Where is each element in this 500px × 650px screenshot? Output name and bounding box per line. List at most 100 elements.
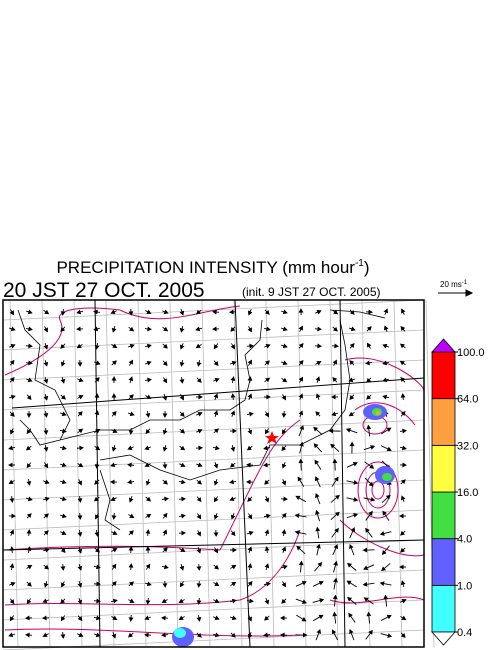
arrow-head <box>264 529 270 535</box>
wind-arrow <box>280 615 288 621</box>
arrow-head <box>10 326 16 332</box>
arrow-head <box>9 616 15 622</box>
wind-arrow <box>43 462 49 469</box>
arrow-head <box>127 632 133 638</box>
arrow-head <box>129 326 135 332</box>
arrow-head <box>146 360 152 366</box>
arrow-head <box>281 395 286 401</box>
arrow-head <box>213 514 219 520</box>
arrow-head <box>144 462 150 467</box>
wind-arrow <box>345 428 358 434</box>
wind-arrow <box>43 564 50 570</box>
wind-arrow <box>179 564 185 571</box>
arrow-head <box>198 445 203 451</box>
wind-arrow <box>281 326 288 332</box>
arrow-head <box>9 563 15 568</box>
wind-arrow <box>179 343 185 350</box>
wind-arrow <box>330 494 340 503</box>
arrow-head <box>212 309 217 315</box>
wind-arrow <box>26 462 32 469</box>
arrow-head <box>213 463 219 469</box>
wind-arrow <box>144 632 152 638</box>
arrow-head <box>60 378 66 384</box>
arrow-head <box>61 496 67 502</box>
wind-arrow <box>94 393 100 401</box>
arrow-head <box>43 327 48 333</box>
wind-arrow <box>145 394 152 399</box>
arrow-head <box>319 598 325 603</box>
wind-arrow <box>364 461 375 469</box>
wind-arrow <box>295 598 308 604</box>
wind-arrow <box>280 496 288 502</box>
wind-arrow <box>9 309 15 316</box>
wind-arrow <box>298 424 304 437</box>
arrow-head <box>333 560 338 566</box>
arrow-head <box>112 530 118 535</box>
arrow-head <box>147 377 152 383</box>
wind-arrow <box>76 326 84 332</box>
wind-arrow <box>312 614 324 622</box>
wind-arrow <box>247 530 254 536</box>
wind-arrow <box>26 513 32 519</box>
wind-arrow <box>366 377 372 383</box>
arrow-head <box>179 395 184 401</box>
arrow-head <box>77 548 83 554</box>
colorbar-label: 0.4 <box>457 627 472 639</box>
wind-arrow <box>264 615 270 621</box>
wind-arrow <box>77 632 84 637</box>
wind-arrow <box>94 360 101 366</box>
wind-arrow <box>263 394 271 400</box>
arrow-head <box>195 326 201 332</box>
arrow-head <box>350 326 356 332</box>
wind-arrow <box>179 445 186 451</box>
arrow-head <box>26 463 32 469</box>
arrow-head <box>383 308 389 314</box>
arrow-head <box>181 530 186 536</box>
arrow-head <box>196 632 202 638</box>
wind-arrow <box>77 462 84 468</box>
graticule <box>2 389 425 411</box>
arrow-head <box>145 413 151 418</box>
wind-arrow <box>145 529 151 537</box>
wind-arrow <box>128 546 134 554</box>
title: PRECIPITATION INTENSITY (mm hour-1) <box>56 258 369 277</box>
wind-arrow <box>76 309 84 315</box>
wind-arrow <box>43 309 50 315</box>
wind-arrow <box>145 309 152 314</box>
wind-arrow <box>179 359 185 367</box>
wind-arrow <box>8 462 16 468</box>
arrow-head <box>366 611 372 617</box>
wind-arrow <box>77 598 83 605</box>
arrow-head <box>301 616 307 622</box>
wind-arrow <box>26 564 33 570</box>
arrow-head <box>368 510 373 516</box>
wind-arrow <box>383 325 389 332</box>
wind-arrow <box>26 546 32 554</box>
wind-arrow <box>128 427 134 435</box>
arrow-head <box>247 359 252 365</box>
arrow-head <box>110 479 115 485</box>
arrow-head <box>112 343 118 349</box>
wind-arrow <box>178 479 186 485</box>
arrow-head <box>331 629 337 635</box>
arrow-head <box>9 529 14 535</box>
wind-arrow <box>348 411 355 417</box>
arrow-head <box>94 344 100 350</box>
wind-arrow <box>212 309 220 315</box>
arrow-head <box>78 632 84 637</box>
wind-arrow <box>330 511 340 520</box>
arrow-head <box>315 526 321 532</box>
wind-arrow <box>230 360 237 366</box>
wind-arrow <box>161 632 169 638</box>
arrow-head <box>77 599 83 605</box>
wind-arrow <box>161 564 169 570</box>
wind-arrow <box>264 598 270 605</box>
wind-arrow <box>179 462 186 467</box>
wind-arrow <box>381 427 392 435</box>
arrow-head <box>60 311 66 316</box>
arrow-head <box>162 512 168 518</box>
graticule <box>329 299 339 648</box>
wind-arrow <box>60 547 66 554</box>
wind-arrow <box>77 377 84 383</box>
arrow-head <box>60 616 66 622</box>
